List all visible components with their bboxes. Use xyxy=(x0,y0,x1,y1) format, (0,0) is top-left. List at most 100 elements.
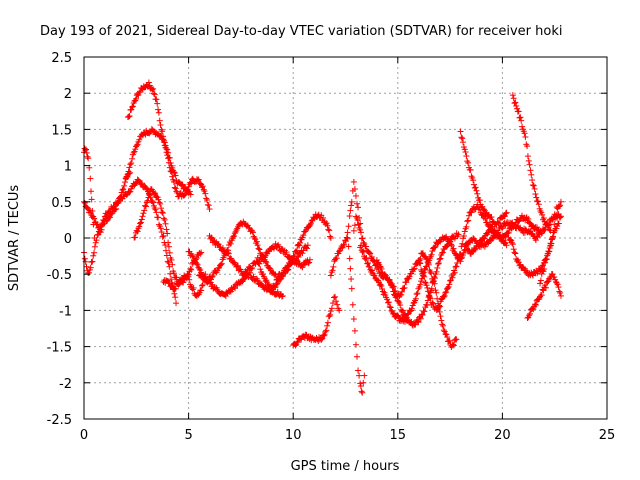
data-point xyxy=(323,327,330,334)
data-point xyxy=(431,244,438,251)
data-point xyxy=(327,233,334,240)
data-point xyxy=(464,218,471,225)
data-point xyxy=(440,293,447,300)
data-point xyxy=(355,367,362,374)
data-point xyxy=(532,301,539,308)
data-point xyxy=(535,201,542,208)
data-point xyxy=(355,204,362,211)
x-tick-label: 20 xyxy=(494,428,511,443)
data-point xyxy=(357,242,364,249)
data-point xyxy=(546,248,553,255)
data-point xyxy=(461,146,468,153)
data-point xyxy=(145,79,152,86)
data-point xyxy=(159,209,166,216)
data-point xyxy=(202,190,209,197)
data-point xyxy=(470,177,477,184)
data-point xyxy=(454,259,461,266)
data-point xyxy=(368,253,375,260)
data-point xyxy=(524,267,531,274)
data-point xyxy=(198,249,205,256)
data-point xyxy=(320,332,327,339)
data-point xyxy=(155,106,162,113)
data-point xyxy=(173,274,180,281)
data-point xyxy=(433,289,440,296)
data-point xyxy=(416,259,423,266)
data-point xyxy=(378,282,385,289)
data-point xyxy=(194,261,201,268)
data-point xyxy=(329,267,336,274)
data-point xyxy=(550,229,557,236)
data-point xyxy=(305,260,312,267)
data-point xyxy=(160,232,167,239)
data-point xyxy=(217,261,224,268)
data-point xyxy=(139,213,146,220)
data-point xyxy=(537,277,544,284)
data-point xyxy=(546,226,553,233)
data-point xyxy=(179,181,186,188)
data-point xyxy=(545,278,552,285)
data-point xyxy=(532,191,539,198)
data-point xyxy=(327,308,334,315)
data-point xyxy=(171,170,178,177)
data-point xyxy=(91,249,98,256)
data-point xyxy=(113,205,120,212)
data-point xyxy=(541,226,548,233)
data-point xyxy=(326,227,333,234)
data-point xyxy=(87,175,94,182)
data-point xyxy=(166,249,173,256)
data-point xyxy=(205,202,212,209)
data-point xyxy=(138,180,145,187)
data-point xyxy=(208,234,215,241)
data-point xyxy=(435,260,442,267)
data-point xyxy=(357,226,364,233)
data-point xyxy=(112,206,119,213)
data-point xyxy=(146,191,153,198)
data-point xyxy=(195,176,202,183)
data-point xyxy=(263,259,270,266)
data-point xyxy=(411,265,418,272)
data-point xyxy=(529,182,536,189)
data-point xyxy=(193,260,200,267)
data-point xyxy=(149,86,156,93)
data-point xyxy=(492,229,499,236)
data-point xyxy=(355,221,362,228)
data-point xyxy=(158,229,165,236)
data-point xyxy=(85,155,92,162)
data-point xyxy=(544,278,551,285)
axis-ticks: 0 5 10 15 20 25 2.5 2 1.5 1 0.5 0 -0.5 -1 -1.5 -2 -2.5 xyxy=(47,51,616,443)
x-tick-label: 15 xyxy=(390,428,407,443)
data-point xyxy=(156,117,163,124)
data-point xyxy=(350,178,357,185)
data-point xyxy=(483,219,490,226)
data-point xyxy=(346,255,353,262)
data-point xyxy=(150,85,157,92)
data-point xyxy=(230,233,237,240)
data-point xyxy=(193,255,200,262)
data-point xyxy=(547,242,554,249)
data-point xyxy=(127,161,134,168)
data-point xyxy=(327,311,334,318)
data-point xyxy=(439,322,446,329)
data-point xyxy=(408,305,415,312)
data-point xyxy=(262,258,269,265)
data-point xyxy=(322,328,329,335)
data-point xyxy=(151,91,158,98)
data-point xyxy=(186,276,193,283)
data-point xyxy=(198,287,205,294)
data-point xyxy=(138,216,145,223)
data-point xyxy=(163,252,170,259)
data-point xyxy=(359,249,366,256)
data-point xyxy=(459,240,466,247)
data-point xyxy=(457,251,464,258)
data-point xyxy=(294,339,301,346)
data-point xyxy=(534,198,541,205)
y-tick-label: -1.5 xyxy=(47,341,72,356)
data-point xyxy=(173,188,180,195)
data-point xyxy=(527,310,534,317)
data-point xyxy=(278,293,285,300)
data-point xyxy=(502,210,509,217)
data-point xyxy=(450,245,457,252)
data-point xyxy=(432,287,439,294)
data-point xyxy=(190,253,197,260)
